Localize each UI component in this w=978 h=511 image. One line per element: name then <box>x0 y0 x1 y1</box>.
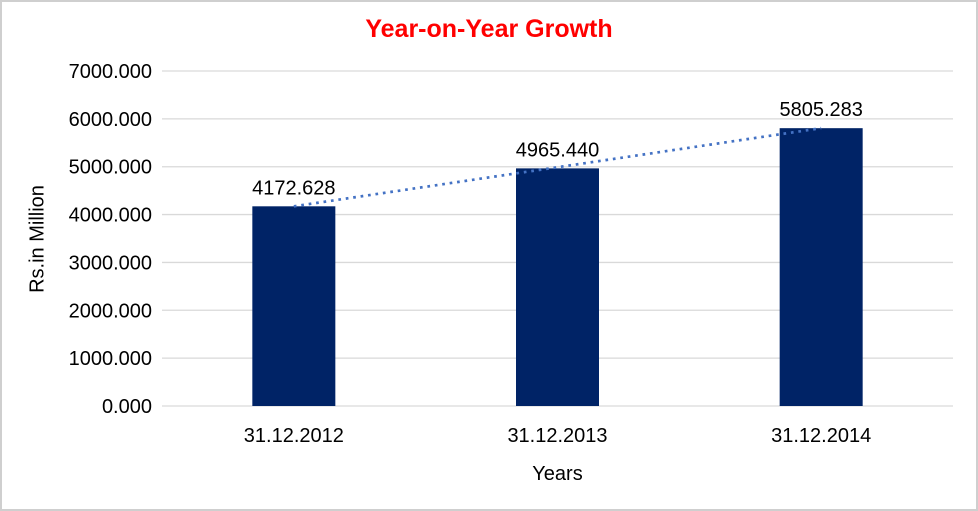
x-tick-label: 31.12.2012 <box>244 425 344 447</box>
x-tick-label: 31.12.2014 <box>771 425 871 447</box>
y-axis-title: Rs.in Million <box>26 185 49 293</box>
bar-value-label: 5805.283 <box>779 99 862 121</box>
y-tick-label: 3000.000 <box>69 252 152 274</box>
y-tick-label: 0.000 <box>102 396 152 418</box>
x-axis-title: Years <box>532 463 583 485</box>
y-tick-label: 7000.000 <box>69 61 152 83</box>
bar-31.12.2014 <box>779 128 863 406</box>
y-tick-label: 2000.000 <box>69 300 152 322</box>
bar-31.12.2013 <box>516 168 599 406</box>
bar-value-label: 4965.440 <box>516 139 599 161</box>
y-tick-label: 5000.000 <box>69 157 152 179</box>
trendline <box>293 126 822 208</box>
y-tick-label: 4000.000 <box>69 205 152 227</box>
bar-value-label: 4172.628 <box>252 177 335 199</box>
x-tick-label: 31.12.2013 <box>507 425 607 447</box>
y-tick-label: 6000.000 <box>69 109 152 131</box>
y-tick-label: 1000.000 <box>69 348 152 370</box>
bar-31.12.2012 <box>252 206 336 406</box>
chart-title: Year-on-Year Growth <box>365 15 613 43</box>
